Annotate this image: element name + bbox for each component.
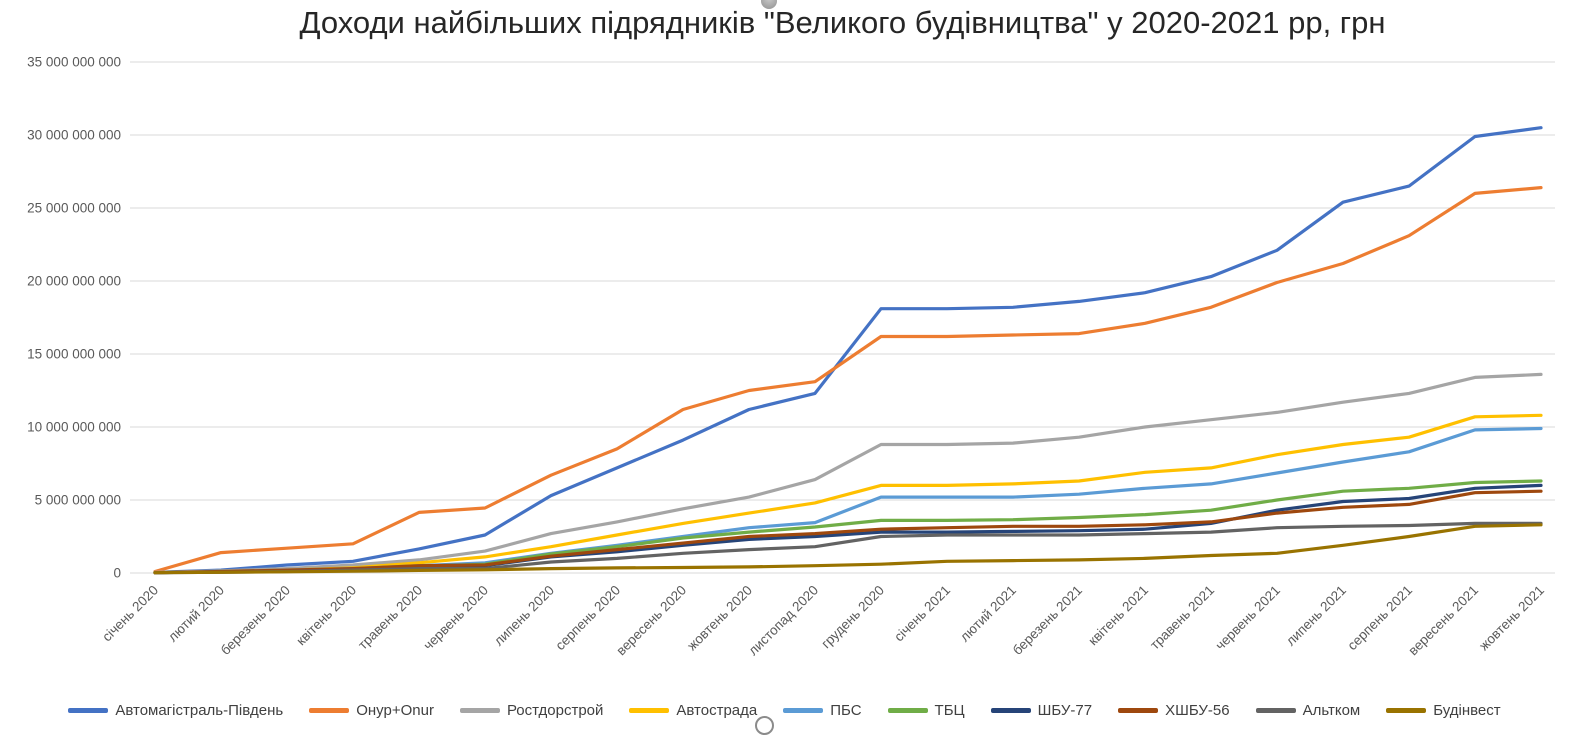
legend-item-Автомагістраль-Південь[interactable]: Автомагістраль-Південь (68, 702, 283, 719)
legend: Автомагістраль-Південь Онур+Onur Ростдорст… (0, 702, 1569, 719)
x-axis-tick-label: травень 2020 (355, 583, 425, 653)
x-axis-tick-label: січень 2021 (891, 583, 953, 645)
series-line-Автострада[interactable] (153, 413, 1543, 575)
x-axis-tick-label: травень 2021 (1147, 583, 1217, 653)
x-axis-tick-label: грудень 2020 (818, 583, 887, 652)
legend-item-ШБУ-77[interactable]: ШБУ-77 (990, 702, 1093, 719)
legend-line-swatch (309, 708, 350, 713)
legend-item-ПБС[interactable]: ПБС (783, 702, 862, 719)
x-axis-tick-label: липень 2020 (491, 583, 557, 649)
y-axis-tick-label: 25 000 000 000 (27, 201, 121, 216)
x-axis-tick-label: квітень 2020 (293, 583, 359, 649)
chart-resize-handle-top[interactable] (761, 0, 777, 9)
x-axis-tick-label: квітень 2021 (1085, 583, 1151, 649)
legend-line-swatch (783, 708, 824, 713)
legend-item-ТБЦ[interactable]: ТБЦ (887, 702, 965, 719)
chart-title: Доходи найбільших підрядників "Великого … (299, 5, 1386, 40)
y-axis-tick-label: 20 000 000 000 (27, 274, 121, 289)
legend-label: ШБУ-77 (1037, 702, 1093, 719)
series-line-Будінвест[interactable] (153, 523, 1543, 575)
y-axis-tick-label: 35 000 000 000 (27, 55, 121, 70)
legend-line-swatch (68, 708, 109, 713)
legend-line-swatch (1118, 708, 1159, 713)
series-line-ХШБУ-56[interactable] (153, 489, 1543, 575)
legend-line-swatch (887, 708, 928, 713)
x-axis-tick-label: лютий 2021 (957, 583, 1019, 645)
legend-line-swatch (1255, 708, 1296, 713)
x-axis-tick-label: січень 2020 (99, 583, 161, 645)
legend-label: Автострада (676, 702, 758, 719)
legend-item-Будінвест[interactable]: Будінвест (1386, 702, 1501, 719)
x-axis-tick-label: жовтень 2020 (684, 583, 755, 654)
y-axis-tick-label: 10 000 000 000 (27, 420, 121, 435)
x-axis-tick-label: липень 2021 (1283, 583, 1349, 649)
legend-item-Автострада[interactable]: Автострада (629, 702, 757, 719)
x-axis-tick-label: вересень 2020 (613, 583, 689, 659)
legend-line-swatch (1386, 708, 1427, 713)
legend-item-Ростдорстрой[interactable]: Ростдорстрой (459, 702, 604, 719)
x-axis-tick-label: серпень 2020 (553, 583, 624, 654)
legend-item-Онур+Onur[interactable]: Онур+Onur (309, 702, 434, 719)
legend-label: ПБС (830, 702, 862, 719)
y-axis-tick-label: 30 000 000 000 (27, 128, 121, 143)
series-line-Ростдорстрой[interactable] (153, 372, 1543, 574)
x-axis-tick-label: жовтень 2021 (1476, 583, 1547, 654)
y-axis-tick-label: 0 (113, 566, 121, 581)
legend-label: Ростдорстрой (506, 702, 604, 719)
x-axis-tick-label: березень 2020 (218, 583, 293, 658)
legend-label: Альтком (1302, 702, 1361, 719)
legend-item-Альтком[interactable]: Альтком (1255, 702, 1361, 719)
series-line-Онур+Onur[interactable] (153, 186, 1543, 574)
y-axis-tick-label: 15 000 000 000 (27, 347, 121, 362)
legend-label: Онур+Onur (356, 702, 434, 719)
x-axis-tick-label: лютий 2020 (165, 583, 227, 645)
legend-item-ХШБУ-56[interactable]: ХШБУ-56 (1118, 702, 1230, 719)
series-line-ПБС[interactable] (153, 426, 1543, 575)
x-axis-tick-label: березень 2021 (1010, 583, 1085, 658)
x-axis-tick-label: червень 2020 (421, 583, 492, 654)
x-axis-tick-label: червень 2021 (1213, 583, 1284, 654)
legend-label: Будінвест (1433, 702, 1501, 719)
x-axis-tick-label: вересень 2021 (1405, 583, 1481, 659)
x-axis-tick-label: листопад 2020 (745, 583, 821, 659)
legend-line-swatch (629, 708, 670, 713)
y-axis-tick-label: 5 000 000 000 (35, 493, 121, 508)
x-axis-tick-label: серпень 2021 (1345, 583, 1416, 654)
legend-line-swatch (459, 708, 500, 713)
legend-label: ХШБУ-56 (1165, 702, 1230, 719)
series-line-Автомагістраль-Південь[interactable] (153, 126, 1543, 574)
legend-label: Автомагістраль-Південь (115, 702, 284, 719)
legend-line-swatch (990, 708, 1031, 713)
legend-label: ТБЦ (934, 702, 965, 719)
